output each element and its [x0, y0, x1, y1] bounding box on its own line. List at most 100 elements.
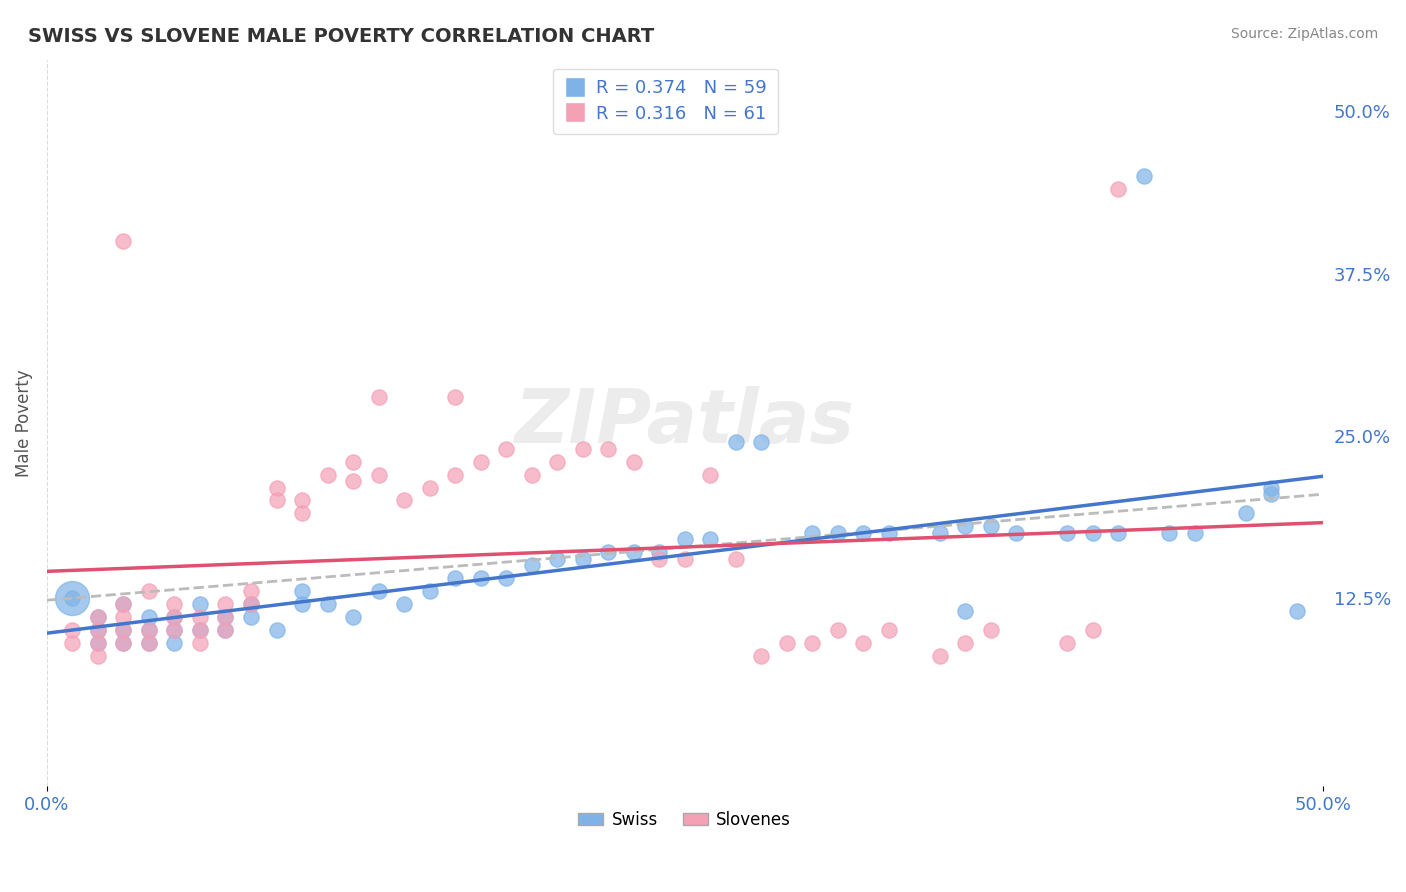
Point	[112, 636, 135, 650]
Point	[112, 610, 135, 624]
Point	[112, 234, 135, 248]
Point	[214, 610, 236, 624]
Point	[392, 597, 415, 611]
Point	[138, 636, 160, 650]
Point	[928, 649, 950, 664]
Point	[163, 597, 186, 611]
Point	[188, 623, 211, 637]
Point	[87, 623, 110, 637]
Point	[598, 545, 620, 559]
Point	[214, 597, 236, 611]
Point	[188, 623, 211, 637]
Point	[776, 636, 799, 650]
Point	[801, 525, 824, 540]
Point	[112, 623, 135, 637]
Point	[699, 533, 721, 547]
Point	[87, 610, 110, 624]
Point	[955, 604, 977, 618]
Y-axis label: Male Poverty: Male Poverty	[15, 369, 32, 476]
Point	[724, 552, 747, 566]
Point	[623, 454, 645, 468]
Point	[87, 636, 110, 650]
Point	[444, 390, 467, 404]
Point	[87, 623, 110, 637]
Point	[648, 545, 671, 559]
Point	[827, 525, 849, 540]
Point	[546, 454, 568, 468]
Point	[112, 597, 135, 611]
Point	[342, 474, 364, 488]
Point	[291, 507, 314, 521]
Point	[138, 610, 160, 624]
Point	[520, 467, 543, 482]
Point	[495, 442, 517, 456]
Point	[571, 442, 593, 456]
Point	[699, 467, 721, 482]
Point	[470, 454, 492, 468]
Point	[444, 571, 467, 585]
Point	[749, 649, 772, 664]
Point	[214, 623, 236, 637]
Point	[316, 467, 339, 482]
Point	[138, 623, 160, 637]
Point	[877, 525, 900, 540]
Point	[240, 584, 263, 599]
Text: ZIPatlas: ZIPatlas	[515, 386, 855, 459]
Point	[877, 623, 900, 637]
Point	[367, 390, 389, 404]
Point	[419, 481, 441, 495]
Text: Source: ZipAtlas.com: Source: ZipAtlas.com	[1230, 27, 1378, 41]
Point	[1285, 604, 1308, 618]
Point	[163, 623, 186, 637]
Point	[240, 597, 263, 611]
Point	[291, 584, 314, 599]
Point	[87, 636, 110, 650]
Point	[623, 545, 645, 559]
Point	[163, 610, 186, 624]
Point	[444, 467, 467, 482]
Point	[112, 636, 135, 650]
Point	[852, 525, 875, 540]
Legend: Swiss, Slovenes: Swiss, Slovenes	[572, 805, 797, 836]
Point	[138, 636, 160, 650]
Point	[1234, 507, 1257, 521]
Point	[852, 636, 875, 650]
Point	[87, 649, 110, 664]
Point	[1184, 525, 1206, 540]
Point	[749, 435, 772, 450]
Point	[495, 571, 517, 585]
Point	[60, 591, 83, 605]
Point	[188, 610, 211, 624]
Point	[801, 636, 824, 650]
Point	[1107, 182, 1129, 196]
Point	[1081, 623, 1104, 637]
Point	[266, 493, 288, 508]
Point	[955, 636, 977, 650]
Point	[1056, 636, 1078, 650]
Text: SWISS VS SLOVENE MALE POVERTY CORRELATION CHART: SWISS VS SLOVENE MALE POVERTY CORRELATIO…	[28, 27, 654, 45]
Point	[240, 597, 263, 611]
Point	[188, 597, 211, 611]
Point	[367, 584, 389, 599]
Point	[980, 623, 1002, 637]
Point	[1260, 487, 1282, 501]
Point	[827, 623, 849, 637]
Point	[1005, 525, 1028, 540]
Point	[291, 597, 314, 611]
Point	[60, 591, 83, 605]
Point	[112, 623, 135, 637]
Point	[470, 571, 492, 585]
Point	[546, 552, 568, 566]
Point	[392, 493, 415, 508]
Point	[342, 610, 364, 624]
Point	[1133, 169, 1156, 184]
Point	[163, 610, 186, 624]
Point	[163, 636, 186, 650]
Point	[724, 435, 747, 450]
Point	[1159, 525, 1181, 540]
Point	[87, 610, 110, 624]
Point	[598, 442, 620, 456]
Point	[673, 533, 696, 547]
Point	[520, 558, 543, 573]
Point	[266, 481, 288, 495]
